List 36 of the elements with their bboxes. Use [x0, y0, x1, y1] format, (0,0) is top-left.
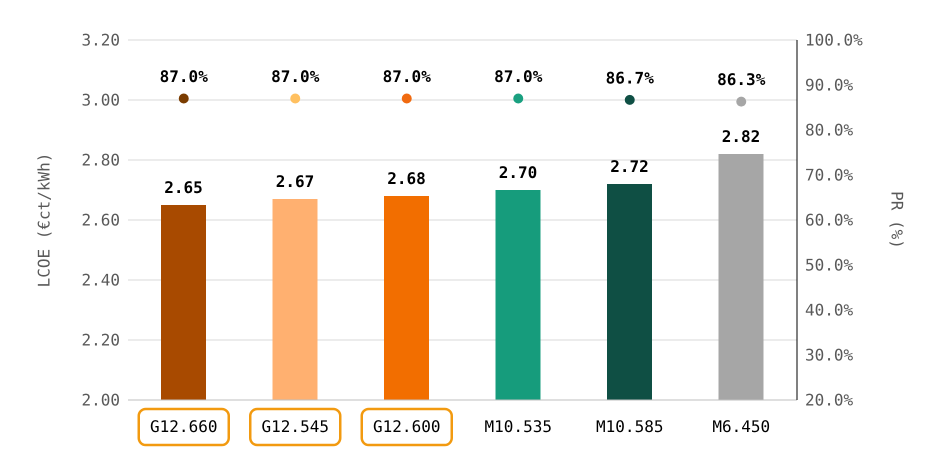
data-label: 2.72	[610, 157, 649, 176]
x-tick-label: M6.450	[712, 417, 770, 436]
y-tick-label: 2.00	[81, 390, 120, 410]
y2-tick-label: 30.0%	[805, 346, 854, 365]
data-label: 87.0%	[494, 66, 543, 86]
data-label: 86.3%	[717, 70, 766, 90]
y-tick-label: 2.20	[81, 330, 120, 350]
y-tick-label: 3.00	[81, 90, 120, 110]
y2-tick-label: 70.0%	[805, 166, 854, 185]
y2-tick-label: 50.0%	[805, 256, 854, 275]
x-tick-label: M10.535	[484, 417, 552, 436]
data-label: 2.65	[164, 178, 203, 197]
y-tick-label: 2.60	[81, 210, 120, 230]
y-tick-label: 3.20	[81, 30, 120, 50]
y2-tick-label: 100.0%	[805, 30, 864, 50]
y-tick-label: 2.40	[81, 270, 120, 290]
data-label: 2.82	[722, 127, 760, 146]
x-tick-label: G12.600	[373, 417, 440, 436]
data-label: 2.68	[387, 169, 426, 188]
data-label: 2.70	[498, 163, 538, 182]
data-label: 87.0%	[271, 66, 320, 86]
x-tick-label: G12.545	[262, 417, 329, 436]
y2-tick-label: 20.0%	[805, 390, 854, 410]
y-axis-title: LCOE (€ct/kWh)	[34, 152, 54, 288]
data-label: 86.7%	[606, 68, 654, 88]
y2-tick-label: 80.0%	[805, 120, 854, 140]
y2-axis-title: PR (%)	[887, 191, 906, 249]
x-tick-label: M10.585	[596, 417, 664, 436]
data-label: 2.67	[276, 172, 314, 191]
y2-tick-label: 90.0%	[805, 76, 854, 95]
y2-tick-label: 40.0%	[805, 300, 854, 320]
data-label: 87.0%	[160, 66, 208, 86]
data-label: 87.0%	[382, 66, 432, 86]
x-tick-label: G12.660	[150, 417, 218, 436]
y2-tick-label: 60.0%	[805, 210, 854, 230]
y-tick-label: 2.80	[81, 150, 120, 170]
